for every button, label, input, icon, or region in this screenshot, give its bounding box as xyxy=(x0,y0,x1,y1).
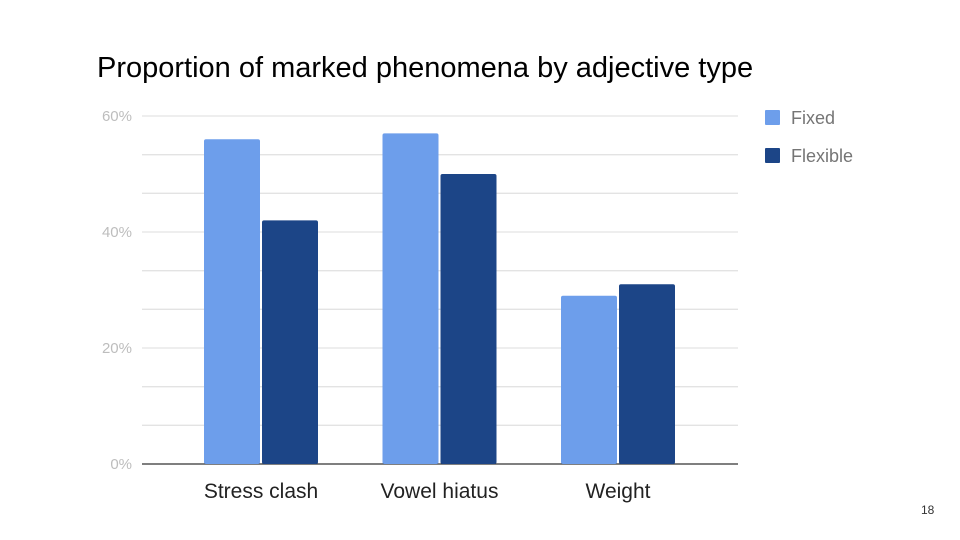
y-tick-label: 20% xyxy=(102,340,132,357)
x-category-label: Stress clash xyxy=(204,480,318,503)
y-tick-label: 40% xyxy=(102,224,132,241)
bar-flexible-stress-clash xyxy=(262,220,318,464)
legend-label-fixed: Fixed xyxy=(791,108,835,128)
legend-label-flexible: Flexible xyxy=(791,146,853,166)
x-category-label: Weight xyxy=(586,480,651,503)
y-tick-label: 60% xyxy=(102,108,132,125)
chart-title: Proportion of marked phenomena by adject… xyxy=(97,52,754,84)
bar-flexible-weight xyxy=(619,284,675,464)
bar-fixed-stress-clash xyxy=(204,139,260,464)
bar-flexible-vowel-hiatus xyxy=(440,174,497,464)
x-category-label: Vowel hiatus xyxy=(381,480,499,503)
bar-fixed-vowel-hiatus xyxy=(382,133,439,464)
y-tick-label: 0% xyxy=(110,456,132,473)
legend-swatch-fixed xyxy=(765,110,780,125)
page-number: 18 xyxy=(921,503,935,517)
bar-fixed-weight xyxy=(561,295,617,464)
legend-swatch-flexible xyxy=(765,148,780,163)
